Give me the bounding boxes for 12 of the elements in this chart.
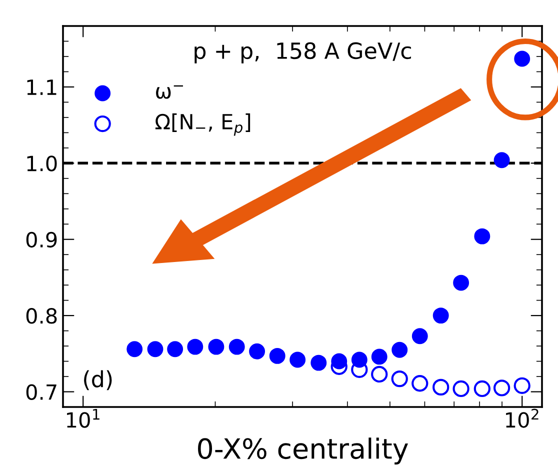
annotation: p + p, 158 A GeV/c: [194, 42, 411, 64]
y-tick-label: 0.9: [26, 232, 57, 248]
y-tick-label: 0.7: [26, 384, 56, 400]
legend-label: ω$^{−}$: [156, 85, 183, 99]
x-tick-label: 10$^{2}$: [506, 408, 538, 428]
legend-label: Ω[N$_{−}$, E$_{p}$]: [155, 113, 250, 136]
x-axis-title: 0-X% centrality: [198, 438, 408, 464]
y-tick-label: 1.1: [27, 80, 56, 95]
x-tick-label: 10$^{1}$: [67, 408, 100, 428]
y-tick-label: 1.0: [27, 156, 57, 172]
y-tick-label: 0.8: [26, 308, 57, 324]
annotation: (d): [84, 370, 112, 390]
